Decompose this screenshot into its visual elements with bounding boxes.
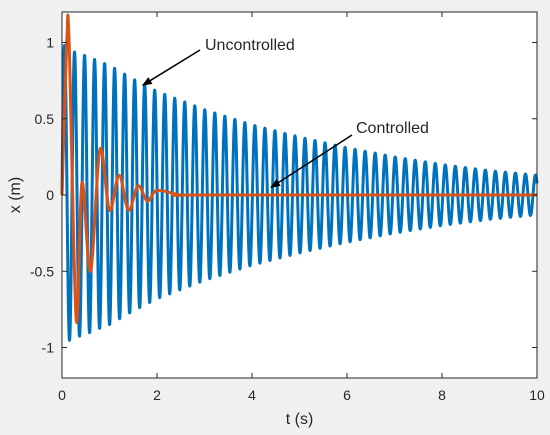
- annotation-label: Controlled: [356, 120, 429, 137]
- y-tick-label: 0.5: [35, 111, 55, 127]
- x-tick-label: 4: [248, 387, 256, 403]
- x-axis-label: t (s): [286, 411, 314, 428]
- annotation-arrow: [270, 134, 353, 189]
- y-tick-label: 0: [46, 187, 54, 203]
- annotation-arrow: [141, 49, 201, 86]
- y-tick-label: 1: [46, 35, 54, 51]
- x-tick-label: 6: [343, 387, 351, 403]
- ticks-layer: 0 2 4 6 8 10 -1 -0.5 0 0.5 1: [30, 12, 545, 403]
- y-tick-label: -1: [42, 340, 55, 356]
- x-tick-label: 10: [529, 387, 545, 403]
- y-axis-label: x (m): [7, 177, 24, 213]
- x-tick-label: 0: [58, 387, 66, 403]
- annotation-layer: Uncontrolled Controlled: [141, 37, 429, 189]
- series-layer: [60, 13, 539, 342]
- annotation-label: Uncontrolled: [205, 37, 295, 54]
- series-controlled-line: [60, 13, 537, 324]
- x-tick-label: 2: [153, 387, 161, 403]
- x-tick-label: 8: [438, 387, 446, 403]
- y-tick-label: -0.5: [30, 263, 54, 279]
